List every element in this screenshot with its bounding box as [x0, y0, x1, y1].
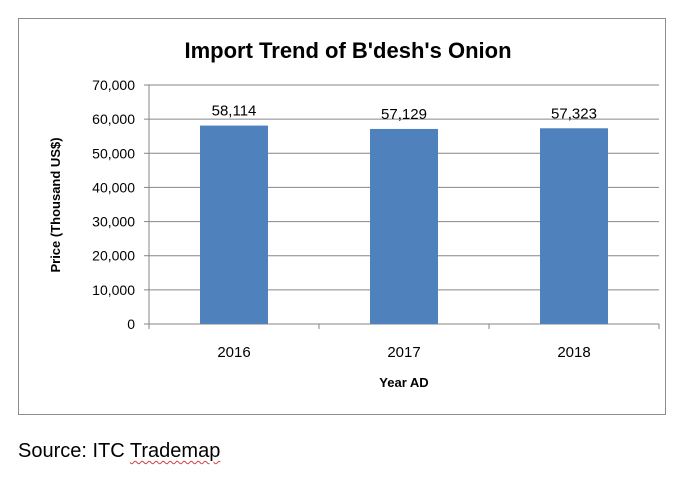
- source-note: Source: ITC Trademap: [18, 440, 220, 463]
- y-tick-label: 10,000: [92, 282, 135, 298]
- x-tick-label: 2018: [557, 344, 590, 361]
- y-tick-label: 60,000: [92, 111, 135, 127]
- data-label-2017: 57,129: [381, 106, 427, 123]
- y-tick-label: 70,000: [92, 77, 135, 93]
- x-axis-label: Year AD: [379, 375, 428, 390]
- y-tick-label: 20,000: [92, 248, 135, 264]
- y-tick-label: 50,000: [92, 145, 135, 161]
- x-tick-label: 2016: [217, 344, 250, 361]
- bars: 58,114 57,129 57,323: [200, 103, 608, 324]
- x-tick-label: 2017: [387, 344, 420, 361]
- x-axis-ticks: 2016 2017 2018: [148, 324, 660, 361]
- chart-title: Import Trend of B'desh's Onion: [184, 38, 511, 63]
- source-name: Trademap: [129, 440, 221, 462]
- y-tick-label: 40,000: [92, 179, 135, 195]
- y-tick-label: 0: [127, 316, 135, 332]
- bar-2017: [370, 128, 438, 324]
- data-label-2018: 57,323: [551, 105, 597, 122]
- source-prefix: Source: ITC: [18, 440, 130, 462]
- y-axis-label: Price (Thousand US$): [48, 137, 63, 272]
- bar-2016: [200, 125, 268, 324]
- data-label-2016: 58,114: [212, 103, 257, 120]
- y-axis-ticks: 0 10,000 20,000 30,000 40,000 50,000 60,000 70,…: [92, 77, 150, 332]
- bar-2018: [540, 128, 608, 324]
- y-tick-label: 30,000: [92, 214, 135, 230]
